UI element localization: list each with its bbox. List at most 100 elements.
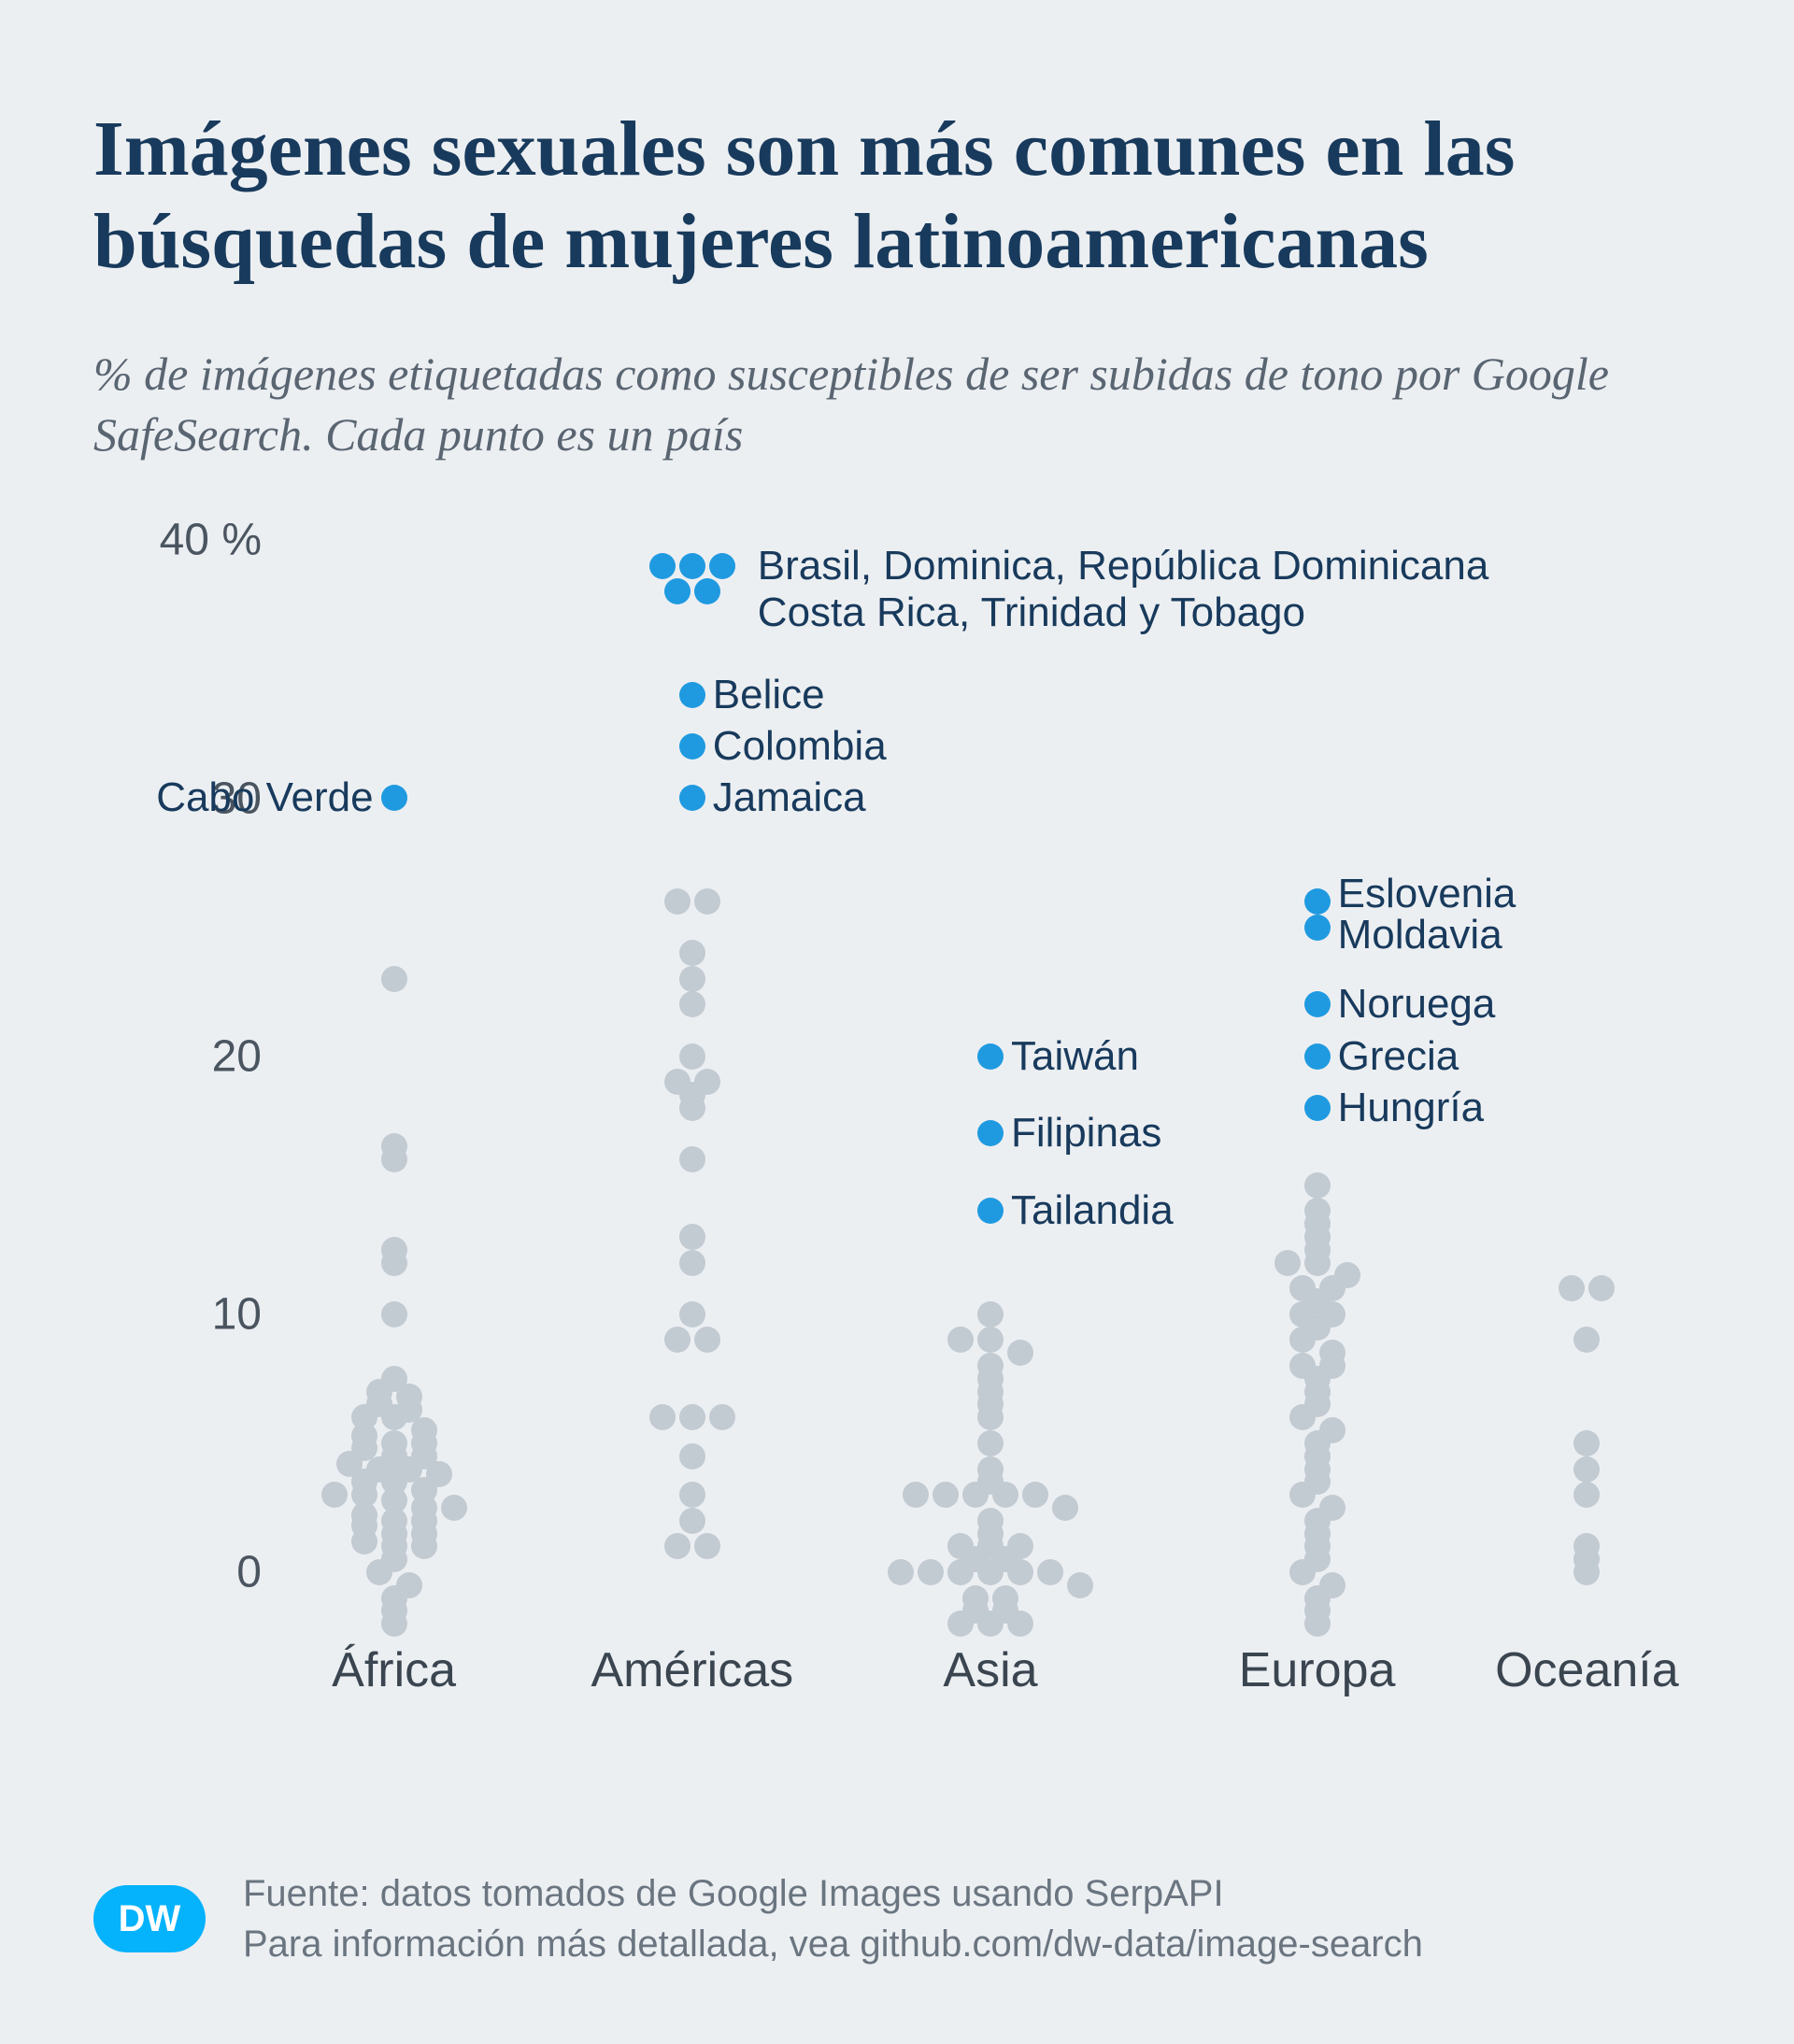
chart-annotation: Cabo Verde (156, 777, 373, 818)
data-dot-highlight (649, 553, 676, 579)
data-dot-muted (1289, 1275, 1316, 1301)
data-dot-muted (679, 1043, 705, 1070)
chart-subtitle: % de imágenes etiquetadas como susceptib… (93, 344, 1701, 465)
data-dot-muted (679, 1404, 705, 1430)
data-dot-muted (1037, 1559, 1063, 1585)
data-dot-highlight (679, 785, 705, 811)
x-axis: ÁfricaAméricasAsiaEuropaOceanía (280, 1642, 1701, 1736)
data-dot-highlight (679, 733, 705, 759)
x-category-label: Américas (591, 1642, 793, 1698)
data-dot-muted (664, 1327, 691, 1353)
data-dot-muted (933, 1482, 959, 1508)
data-dot-muted (918, 1559, 944, 1585)
plot-region: Cabo VerdeBrasil, Dominica, República Do… (280, 540, 1701, 1624)
data-dot-highlight (1304, 991, 1331, 1017)
data-dot-muted (1319, 1572, 1346, 1598)
data-dot-muted (1334, 1262, 1360, 1288)
data-dot-muted (709, 1404, 735, 1430)
chart-annotation: Taiwán (1011, 1036, 1139, 1077)
data-dot-highlight (709, 553, 735, 579)
chart-annotation: Belice (713, 674, 825, 716)
data-dot-muted (977, 1456, 1004, 1483)
data-dot-muted (664, 1069, 691, 1095)
data-dot-muted (1588, 1275, 1615, 1301)
data-dot-muted (679, 1508, 705, 1534)
data-dot-muted (1304, 1172, 1331, 1199)
data-dot-muted (1573, 1533, 1600, 1559)
chart-annotation: Hungría (1338, 1087, 1485, 1128)
chart-annotation: Filipinas (1011, 1113, 1161, 1154)
data-dot-muted (1052, 1495, 1078, 1521)
data-dot-highlight (1304, 888, 1331, 915)
data-dot-muted (977, 1327, 1004, 1353)
data-dot-muted (962, 1585, 989, 1611)
data-dot-muted (694, 1533, 720, 1559)
data-dot-muted (1304, 1198, 1331, 1224)
data-dot-highlight (381, 785, 407, 811)
data-dot-muted (396, 1572, 422, 1598)
data-dot-highlight (694, 578, 720, 604)
source-line-2: Para información más detallada, vea gith… (243, 1919, 1423, 1969)
data-dot-muted (1573, 1430, 1600, 1456)
data-dot-muted (664, 1533, 691, 1559)
data-dot-muted (1007, 1533, 1033, 1559)
data-dot-muted (679, 991, 705, 1017)
data-dot-muted (321, 1482, 348, 1508)
data-dot-muted (679, 1301, 705, 1327)
data-dot-muted (888, 1559, 914, 1585)
data-dot-muted (679, 940, 705, 966)
data-dot-highlight (1304, 1043, 1331, 1070)
data-dot-muted (1007, 1340, 1033, 1366)
chart-annotation: Noruega (1338, 984, 1496, 1025)
data-dot-muted (977, 1430, 1004, 1456)
data-dot-muted (381, 1301, 407, 1327)
data-dot-muted (381, 1366, 407, 1392)
data-dot-muted (977, 1508, 1004, 1534)
data-dot-muted (381, 1133, 407, 1159)
data-dot-muted (694, 1327, 720, 1353)
chart-annotation: Jamaica (713, 777, 866, 818)
data-dot-muted (679, 1443, 705, 1469)
data-dot-muted (679, 1146, 705, 1172)
source-line-1: Fuente: datos tomados de Google Images u… (243, 1868, 1423, 1919)
x-category-label: Europa (1239, 1642, 1396, 1698)
chart-area: 010203040 % Cabo VerdeBrasil, Dominica, … (131, 540, 1701, 1736)
data-dot-muted (694, 888, 720, 915)
y-tick-label: 0 (236, 1547, 262, 1598)
x-category-label: África (332, 1642, 456, 1698)
data-dot-muted (977, 1301, 1004, 1327)
chart-annotation: Grecia (1338, 1036, 1459, 1077)
data-dot-muted (381, 1430, 407, 1456)
data-dot-muted (947, 1327, 974, 1353)
data-dot-muted (1274, 1250, 1301, 1276)
data-dot-muted (1319, 1340, 1346, 1366)
data-dot-highlight (679, 682, 705, 708)
chart-footer: DW Fuente: datos tomados de Google Image… (93, 1868, 1701, 1969)
data-dot-muted (694, 1069, 720, 1095)
data-dot-muted (1067, 1572, 1093, 1598)
data-dot-muted (1319, 1417, 1346, 1443)
chart-annotation: Moldavia (1338, 915, 1502, 956)
data-dot-muted (679, 1250, 705, 1276)
data-dot-highlight (1304, 915, 1331, 941)
data-dot-muted (1573, 1327, 1600, 1353)
data-dot-muted (1289, 1353, 1316, 1379)
data-dot-highlight (977, 1120, 1004, 1146)
data-dot-muted (903, 1482, 929, 1508)
data-dot-muted (1022, 1482, 1048, 1508)
data-dot-muted (679, 1224, 705, 1250)
data-dot-muted (381, 1237, 407, 1263)
data-dot-highlight (679, 553, 705, 579)
data-dot-muted (679, 1482, 705, 1508)
data-dot-muted (977, 1353, 1004, 1379)
data-dot-muted (649, 1404, 676, 1430)
chart-annotation: Brasil, Dominica, República Dominicana (758, 546, 1489, 587)
data-dot-highlight (977, 1043, 1004, 1070)
y-tick-label: 10 (212, 1289, 262, 1341)
chart-annotation: Costa Rica, Trinidad y Tobago (758, 592, 1305, 633)
data-dot-muted (1573, 1456, 1600, 1483)
data-dot-highlight (664, 578, 691, 604)
chart-annotation: Tailandia (1011, 1190, 1174, 1231)
y-tick-label: 40 % (160, 515, 262, 566)
data-dot-muted (1559, 1275, 1585, 1301)
